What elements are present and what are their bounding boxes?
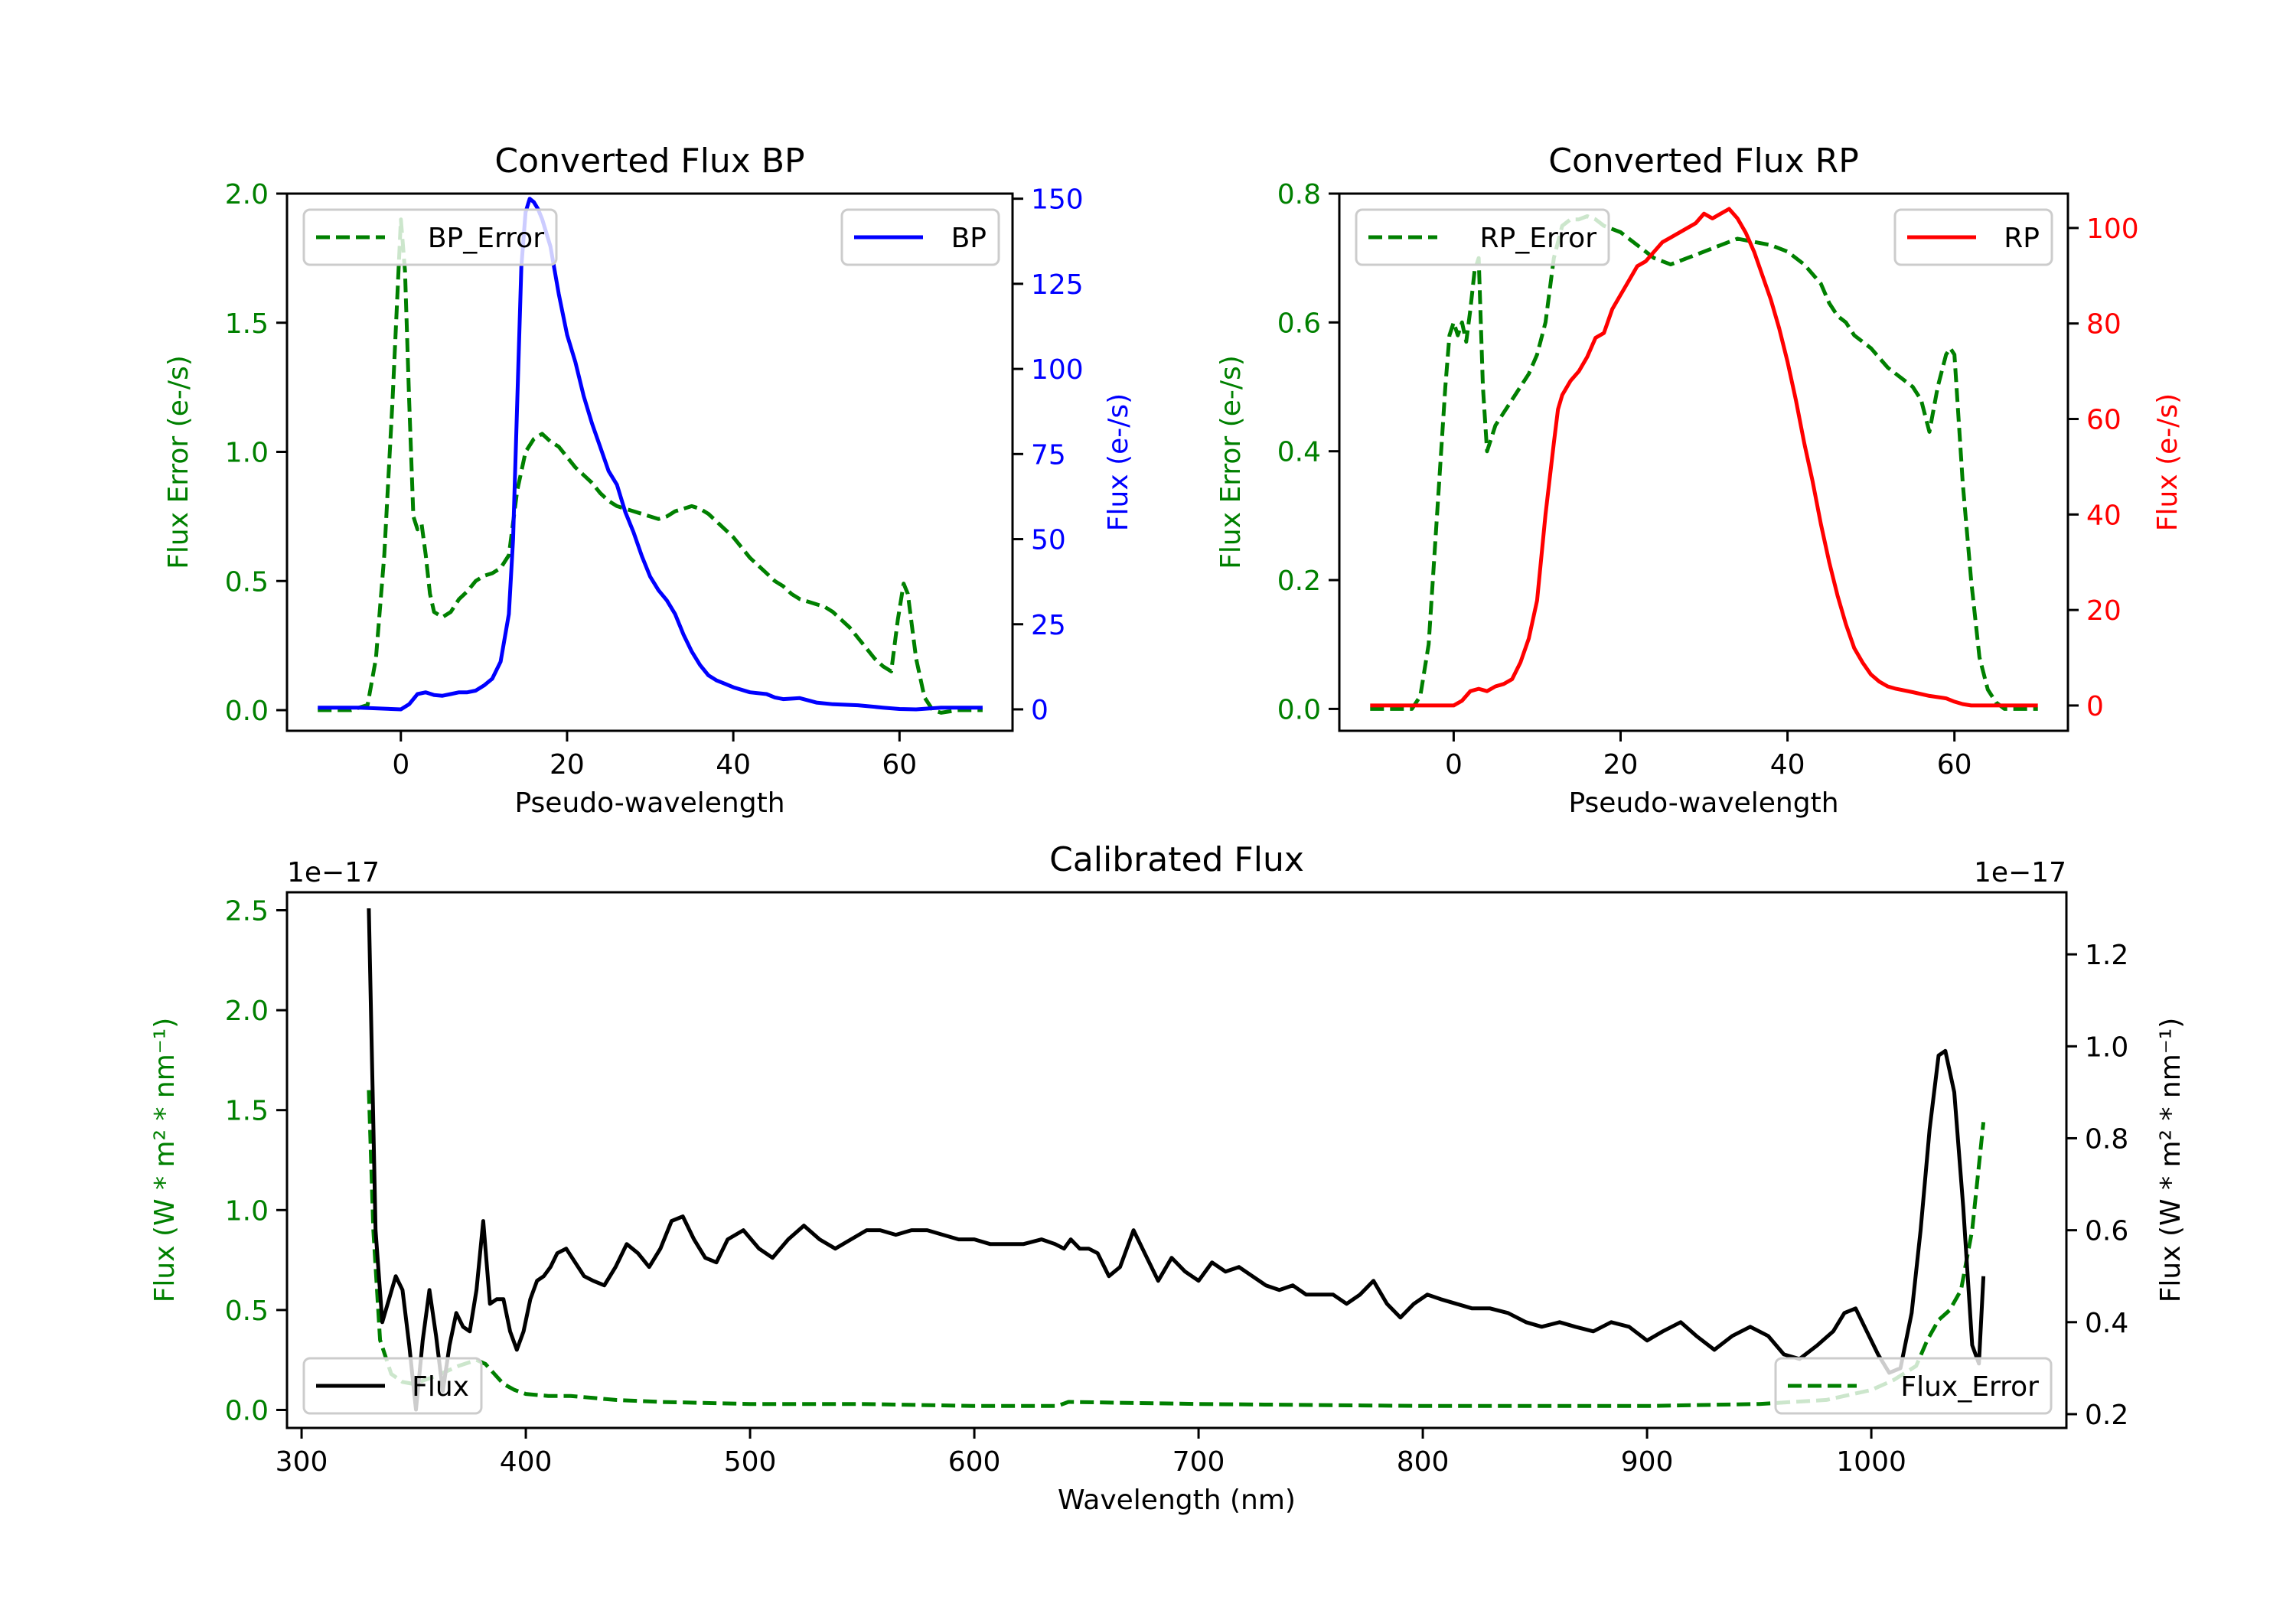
y-right-tick-label: 40 bbox=[2086, 500, 2122, 531]
axes-frame bbox=[1338, 192, 2069, 732]
chart-rp: Converted Flux RP 0 20 40 60 Pseudo-wavelengt… bbox=[1215, 142, 2183, 819]
x-tick-label: 800 bbox=[1397, 1446, 1450, 1478]
plot-area bbox=[318, 197, 983, 715]
y-left-tick-label: 0.5 bbox=[225, 566, 269, 598]
y-left-tick-label: 2.5 bbox=[225, 896, 269, 927]
series-bp-error-line bbox=[318, 217, 983, 715]
legend-frame bbox=[302, 1357, 483, 1415]
y-left-axis-label: Flux (W * m² * nm⁻¹) bbox=[149, 1018, 181, 1303]
chart-bp: Converted Flux BP 0 20 40 60 Pseudo-wavelengt… bbox=[163, 142, 1134, 819]
y-left-axis-label: Flux Error (e-/s) bbox=[163, 355, 194, 569]
y-left-tick-label: 0.4 bbox=[1277, 437, 1321, 468]
chart-cal: Calibrated Flux 300 400 500 600 700 800 900 1000… bbox=[149, 840, 2187, 1516]
x-tick-label: 0 bbox=[1445, 749, 1463, 781]
x-tick-label: 400 bbox=[500, 1446, 553, 1478]
chart-title: Converted Flux BP bbox=[494, 142, 804, 181]
y-right-tick-label: 100 bbox=[2086, 214, 2139, 245]
legend: RP_Error bbox=[1355, 208, 1610, 266]
x-tick-label: 700 bbox=[1172, 1446, 1225, 1478]
y-left-offset-text: 1e−17 bbox=[287, 857, 380, 888]
y-right-axis-label: Flux (e-/s) bbox=[2152, 393, 2183, 531]
legend-frame bbox=[302, 208, 558, 266]
y-left-tick-label: 2.0 bbox=[225, 996, 269, 1027]
y-left-tick-label: 0.0 bbox=[1277, 694, 1321, 725]
y-left-tick-label: 1.0 bbox=[225, 1195, 269, 1227]
y-left-tick-label: 1.5 bbox=[225, 1096, 269, 1127]
y-right-tick-label: 0.8 bbox=[2085, 1123, 2128, 1155]
y-right-tick-label: 80 bbox=[2086, 309, 2122, 341]
y-right-tick-label: 0.2 bbox=[2085, 1400, 2128, 1431]
y-right-offset-text: 1e−17 bbox=[1974, 857, 2066, 888]
series-flux-line bbox=[367, 908, 1986, 1412]
legend-frame bbox=[1774, 1357, 2053, 1415]
x-tick-label: 60 bbox=[882, 749, 917, 781]
y-right-tick-label: 150 bbox=[1031, 184, 1084, 216]
y-right-tick-label: 1.0 bbox=[2085, 1032, 2128, 1063]
x-tick-label: 0 bbox=[392, 749, 409, 781]
legend-label: RP_Error bbox=[1480, 223, 1597, 254]
series-bp-line bbox=[318, 197, 983, 712]
legend: Flux bbox=[302, 1357, 483, 1415]
y-right-axis-label: Flux (W * m² * nm⁻¹) bbox=[2155, 1018, 2187, 1303]
x-tick-label: 300 bbox=[276, 1446, 328, 1478]
series-rp-line bbox=[1370, 207, 2038, 708]
y-right-tick-label: 60 bbox=[2086, 405, 2122, 436]
y-left-tick-label: 1.5 bbox=[225, 308, 269, 340]
plot-area bbox=[367, 908, 1986, 1412]
x-tick-label: 20 bbox=[1603, 749, 1639, 781]
y-right-tick-label: 25 bbox=[1031, 610, 1066, 641]
y-left-tick-label: 1.0 bbox=[225, 438, 269, 469]
y-left-tick-label: 2.0 bbox=[225, 179, 269, 210]
y-left-tick-label: 0.6 bbox=[1277, 308, 1321, 339]
y-left-tick-label: 0.0 bbox=[225, 1395, 269, 1426]
chart-title: Calibrated Flux bbox=[1049, 840, 1304, 879]
x-tick-label: 500 bbox=[724, 1446, 777, 1478]
x-tick-label: 40 bbox=[1770, 749, 1805, 781]
y-left-tick-label: 0.8 bbox=[1277, 179, 1321, 210]
x-axis-label: Pseudo-wavelength bbox=[1568, 787, 1838, 819]
x-tick-label: 900 bbox=[1621, 1446, 1674, 1478]
axes-frame bbox=[285, 192, 1014, 732]
chart-title: Converted Flux RP bbox=[1548, 142, 1859, 181]
x-tick-label: 1000 bbox=[1836, 1446, 1906, 1478]
y-right-tick-label: 50 bbox=[1031, 525, 1066, 556]
y-right-tick-label: 20 bbox=[2086, 595, 2122, 627]
y-right-tick-label: 125 bbox=[1031, 269, 1084, 301]
plot-area bbox=[1370, 207, 2038, 711]
legend-label: RP bbox=[2004, 223, 2040, 254]
x-tick-label: 40 bbox=[716, 749, 751, 781]
legend-label: Flux_Error bbox=[1900, 1371, 2039, 1403]
y-right-tick-label: 1.2 bbox=[2085, 940, 2128, 971]
y-right-tick-label: 100 bbox=[1031, 354, 1084, 386]
y-left-tick-label: 0.2 bbox=[1277, 566, 1321, 597]
legend: BP bbox=[840, 208, 1000, 266]
series-flux-error-line bbox=[367, 1090, 1986, 1408]
y-left-tick-label: 0.0 bbox=[225, 696, 269, 727]
x-axis-label: Wavelength (nm) bbox=[1058, 1485, 1296, 1516]
x-tick-label: 600 bbox=[948, 1446, 1001, 1478]
y-left-tick-label: 0.5 bbox=[225, 1296, 269, 1327]
axes-frame bbox=[285, 891, 2068, 1429]
y-right-tick-label: 0 bbox=[1031, 695, 1049, 726]
x-tick-label: 20 bbox=[550, 749, 585, 781]
y-right-tick-label: 75 bbox=[1031, 439, 1066, 471]
x-axis-label: Pseudo-wavelength bbox=[514, 787, 784, 819]
legend-label: BP_Error bbox=[428, 223, 544, 254]
y-right-tick-label: 0.6 bbox=[2085, 1216, 2128, 1247]
series-rp-error-line bbox=[1370, 214, 2038, 711]
legend: RP bbox=[1893, 208, 2053, 266]
y-right-axis-label: Flux (e-/s) bbox=[1103, 393, 1134, 531]
legend-frame bbox=[1355, 208, 1610, 266]
legend: BP_Error bbox=[302, 208, 558, 266]
legend: Flux_Error bbox=[1774, 1357, 2053, 1415]
y-left-axis-label: Flux Error (e-/s) bbox=[1215, 355, 1247, 569]
y-right-tick-label: 0 bbox=[2086, 691, 2104, 722]
x-tick-label: 60 bbox=[1937, 749, 1972, 781]
legend-label: Flux bbox=[412, 1371, 469, 1403]
legend-label: BP bbox=[951, 223, 987, 254]
y-right-tick-label: 0.4 bbox=[2085, 1308, 2128, 1339]
